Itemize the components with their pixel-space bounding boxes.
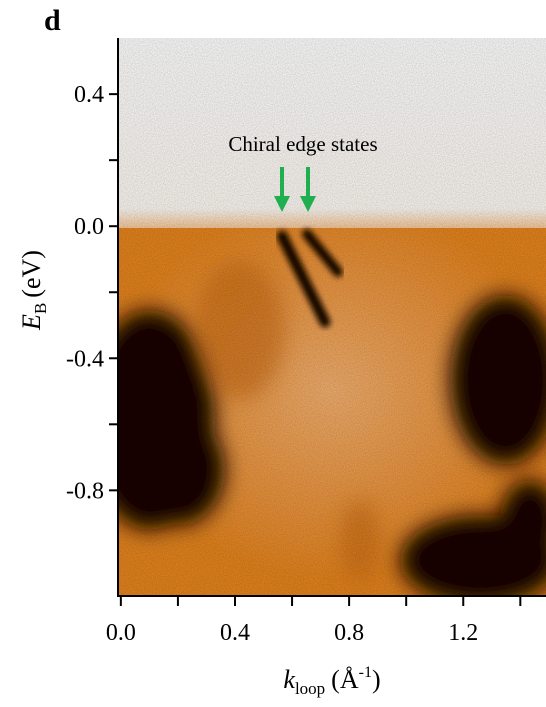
panel-label: d — [44, 4, 61, 37]
y-unit: (eV) — [17, 250, 46, 298]
y-tick-label: -0.4 — [66, 346, 104, 372]
annotation: Chiral edge states — [228, 132, 377, 156]
x-axis-label: kloop (Å-1) — [283, 664, 380, 698]
x-unit-close: ) — [372, 665, 381, 694]
x-tick-label: 1.2 — [448, 620, 478, 646]
y-tick-label: -0.8 — [66, 478, 104, 504]
edge-state-arrows — [274, 167, 316, 212]
x-superscript: -1 — [359, 664, 372, 681]
x-symbol: k — [283, 665, 295, 694]
x-tick-label: 0.0 — [106, 620, 136, 646]
x-tick-label: 0.4 — [220, 620, 250, 646]
y-tick-label: 0.4 — [74, 82, 104, 108]
x-subscript: loop — [295, 679, 325, 698]
x-tick-label: 0.8 — [334, 620, 364, 646]
x-unit-open: (Å — [331, 665, 359, 694]
y-tick-label: 0.0 — [74, 214, 104, 240]
y-axis-label: EB (eV) — [17, 250, 50, 331]
y-subscript: B — [31, 303, 50, 314]
intensity-map — [118, 38, 546, 596]
y-symbol: E — [17, 314, 46, 331]
